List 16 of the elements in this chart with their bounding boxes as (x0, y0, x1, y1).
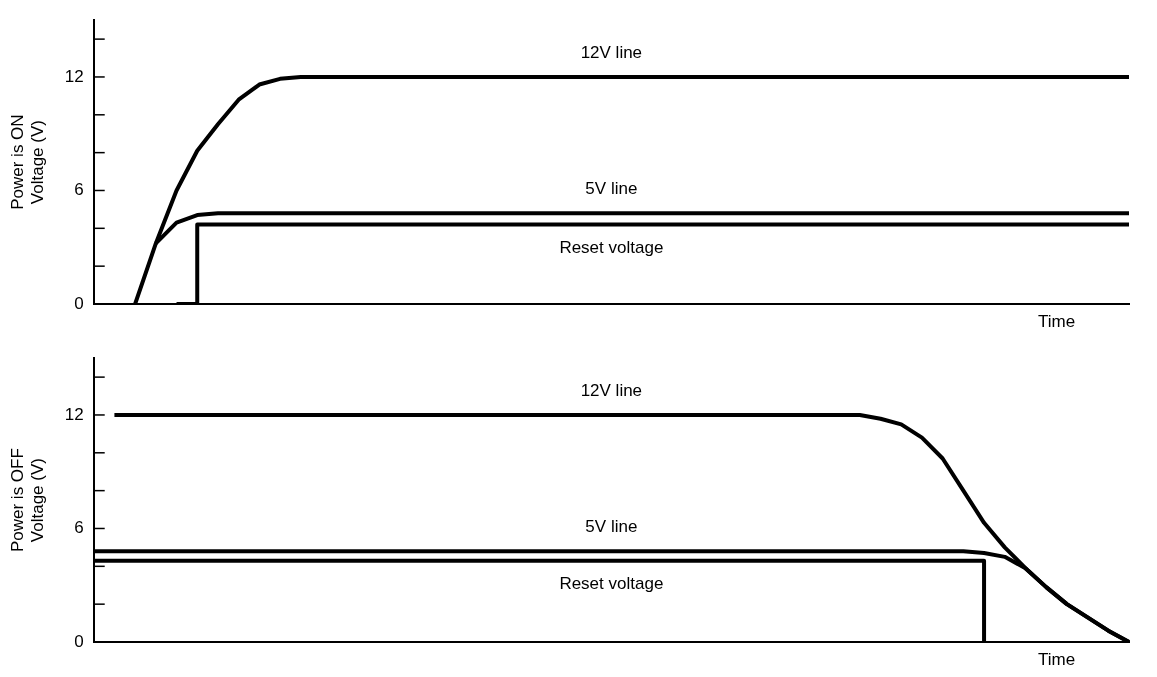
y-tick-label: 12 (64, 66, 84, 86)
y-tick-label: 0 (74, 631, 84, 651)
annotation: 5V line (585, 516, 638, 536)
annotation: 12V line (580, 380, 643, 400)
annotation: 12V line (580, 42, 643, 62)
x-axis-title: Time (1037, 650, 1076, 670)
x-axis-title: Time (1037, 312, 1076, 332)
y-tick-label: 12 (64, 404, 84, 424)
annotation: 5V line (585, 178, 638, 198)
y-axis-title: Power is OFF Voltage (V) (7, 448, 48, 553)
y-axis-title: Power is ON Voltage (V) (7, 114, 48, 210)
annotation: Reset voltage (559, 574, 664, 594)
y-tick-label: 6 (74, 518, 84, 538)
y-tick-label: 6 (74, 180, 84, 200)
y-tick-label: 0 (74, 293, 84, 313)
annotation: Reset voltage (559, 238, 664, 258)
